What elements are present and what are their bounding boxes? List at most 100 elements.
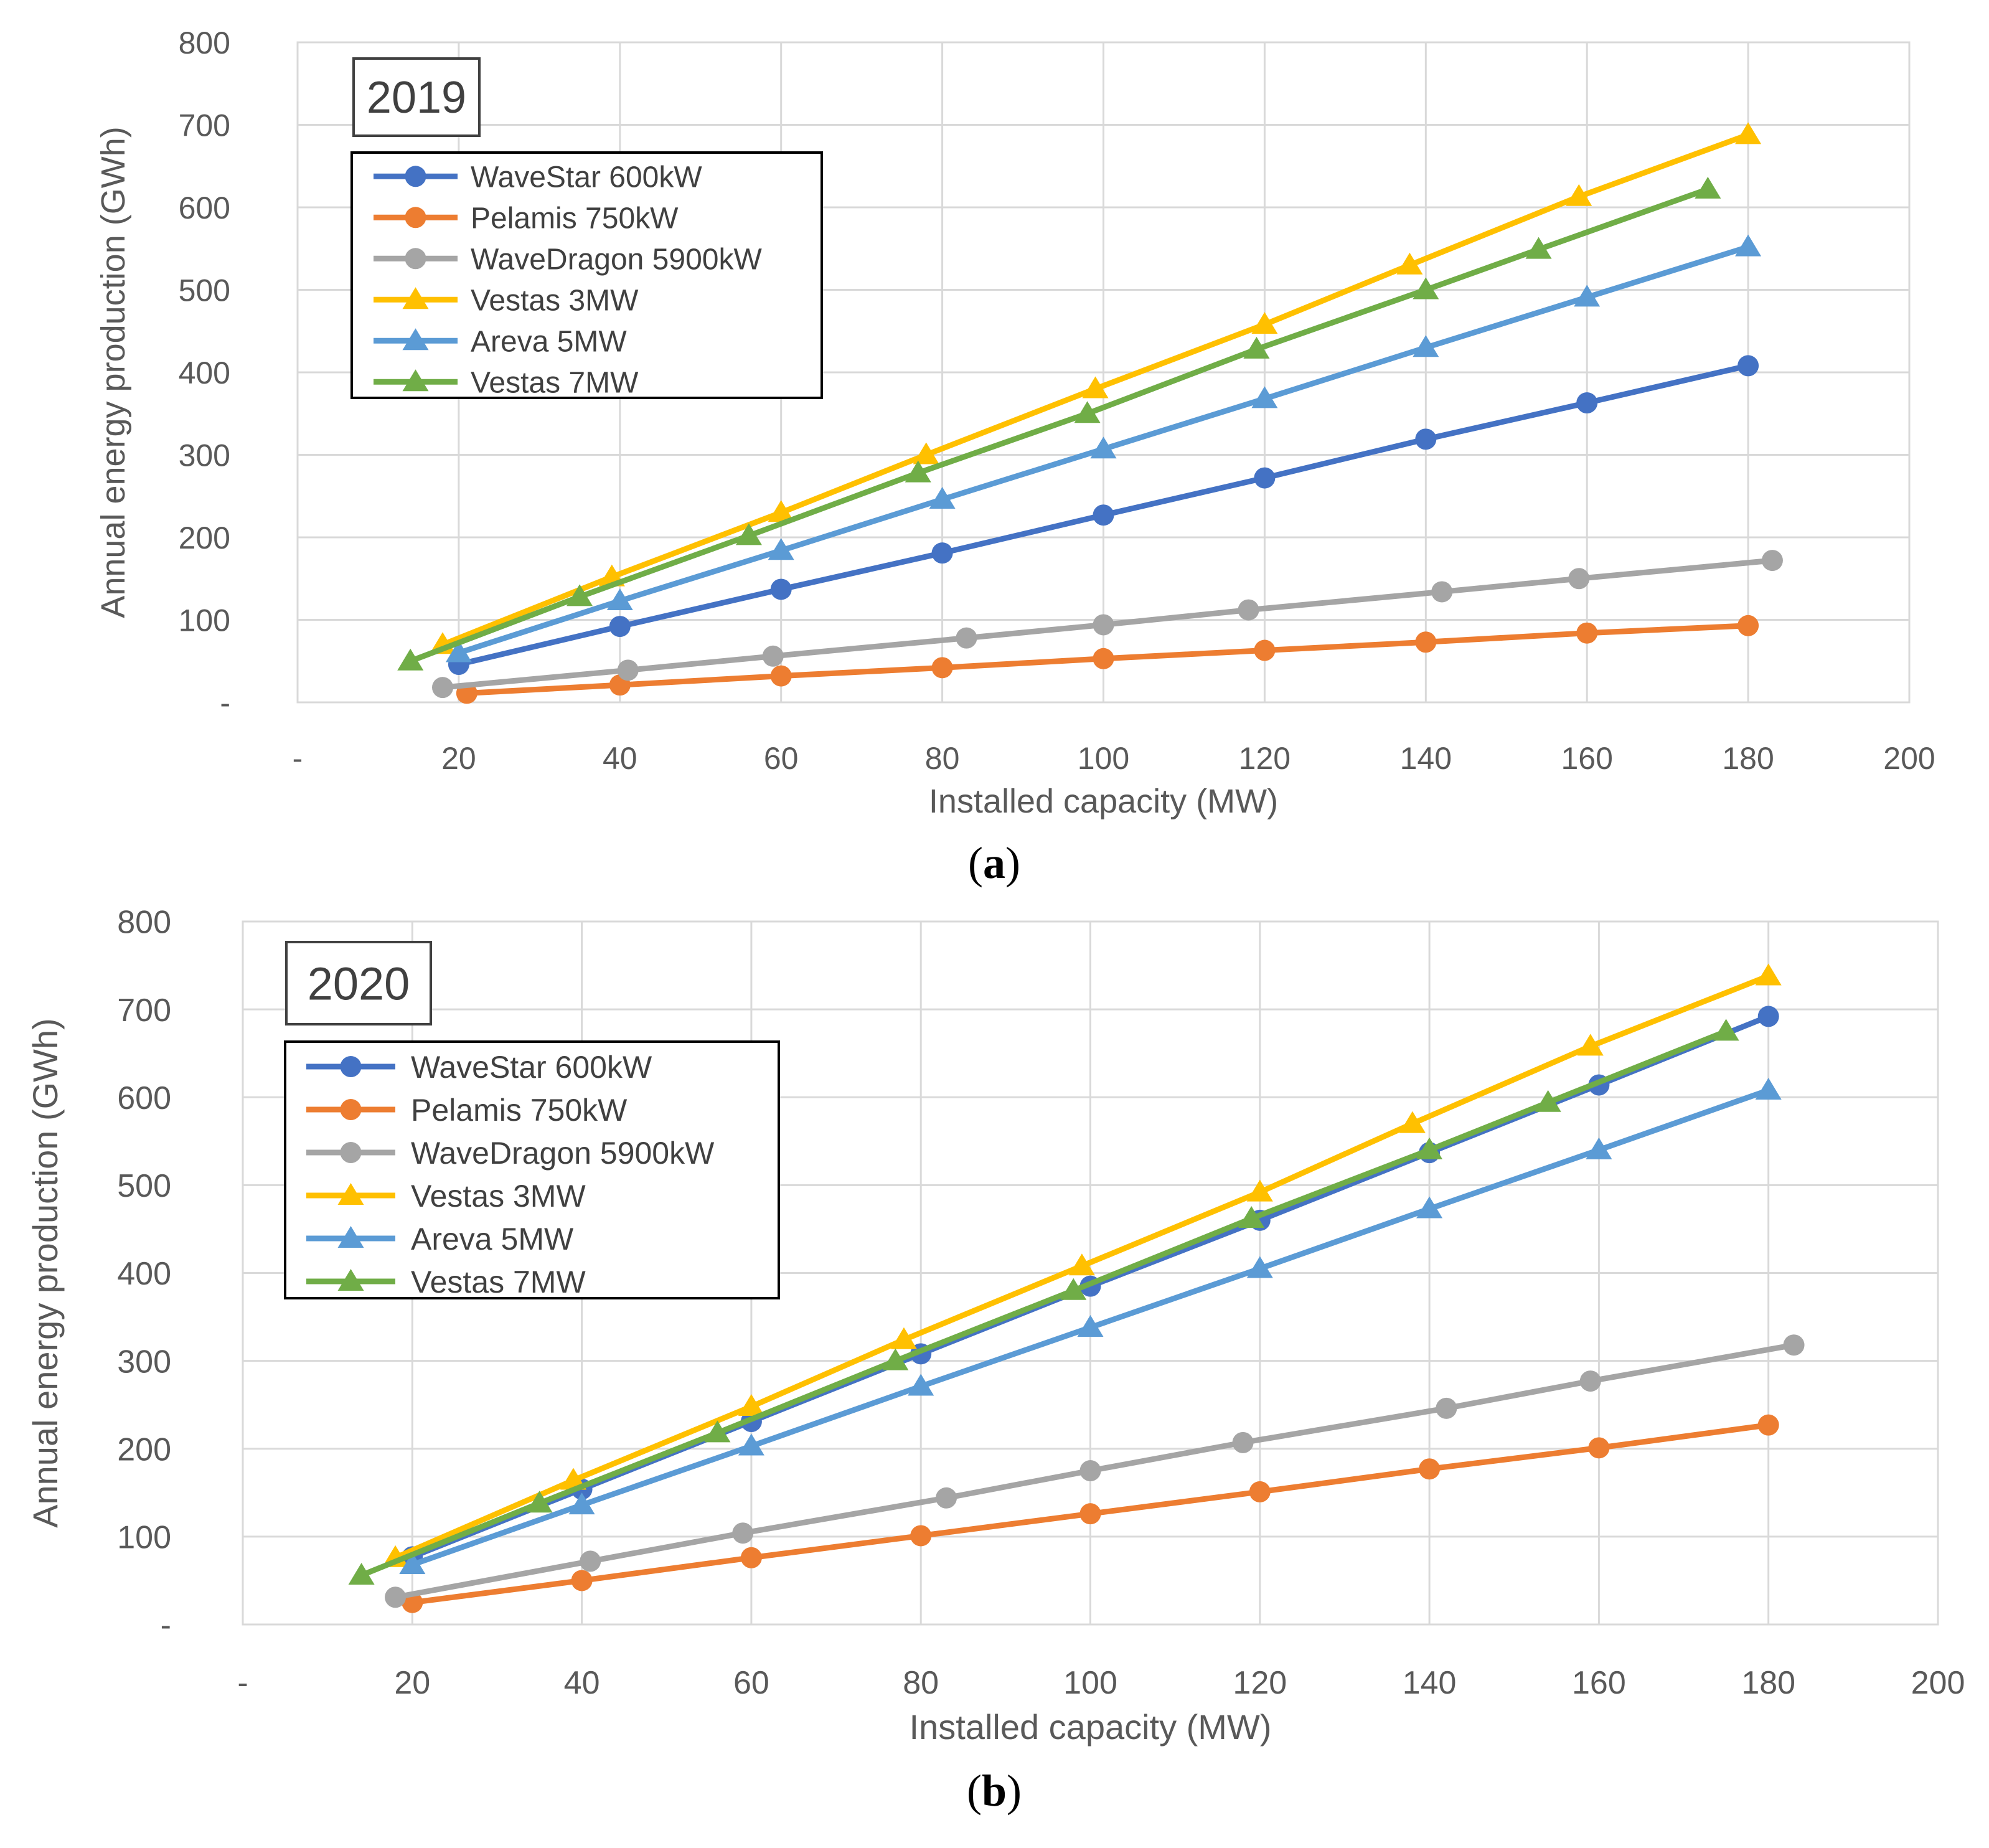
y-tick-label: 500 <box>179 273 230 308</box>
data-point <box>1535 1090 1561 1112</box>
legend-label: Vestas 3MW <box>411 1179 586 1214</box>
y-tick-label: 800 <box>117 905 171 941</box>
panel-caption: (b) <box>967 1766 1022 1816</box>
data-point <box>1413 277 1439 299</box>
data-point <box>1068 1253 1095 1276</box>
data-point <box>1525 237 1552 259</box>
y-tick-label: 600 <box>179 191 230 225</box>
data-point <box>1243 336 1270 359</box>
x-tick-label: - <box>293 741 303 776</box>
data-point <box>1588 1437 1610 1459</box>
data-point <box>397 648 424 671</box>
x-tick-label: 40 <box>564 1665 600 1701</box>
legend-label: WaveDragon 5900kW <box>411 1136 715 1171</box>
legend-label: WaveStar 600kW <box>471 161 702 194</box>
data-point <box>1251 386 1278 408</box>
chart-2019: - 20 40 60 80 100 120 140 160 180 200 - 100 200 300 400… <box>95 26 1935 888</box>
legend-marker <box>402 328 429 351</box>
legend-label: Vestas 3MW <box>471 285 639 318</box>
data-point <box>931 657 953 679</box>
data-point <box>1416 1196 1443 1219</box>
data-point <box>1251 312 1278 334</box>
legend-box <box>350 151 823 399</box>
data-point <box>1415 631 1437 653</box>
legend-item: WaveStar 600kW <box>306 1050 652 1085</box>
data-point <box>1093 614 1114 636</box>
series-WaveDragon 5900kW <box>385 1334 1805 1608</box>
chart-2020: - 20 40 60 80 100 120 140 160 180 200 - 100 200 300 400… <box>26 905 1965 1816</box>
legend-marker <box>340 1099 362 1121</box>
data-point <box>1074 401 1101 423</box>
data-point <box>1566 184 1592 206</box>
data-point <box>1735 234 1762 257</box>
legend: WaveStar 600kW Pelamis 750kW WaveDragon 59… <box>284 1040 780 1299</box>
data-point <box>768 538 794 560</box>
legend-marker <box>340 1056 362 1078</box>
x-tick-label: 140 <box>1400 741 1452 776</box>
data-point <box>1737 615 1759 636</box>
data-point <box>348 1562 375 1585</box>
data-point <box>1574 285 1601 307</box>
data-point <box>1436 1397 1457 1419</box>
legend-label: Pelamis 750kW <box>471 202 679 235</box>
data-point <box>1757 1414 1779 1436</box>
data-point <box>571 1570 593 1591</box>
data-point <box>1735 122 1762 144</box>
data-point <box>1695 176 1721 199</box>
data-point <box>770 665 792 687</box>
x-tick-label: 120 <box>1233 1665 1287 1701</box>
y-axis-label: Annual energy production (GWh) <box>95 126 132 618</box>
y-tick-label: 500 <box>117 1168 171 1204</box>
data-point <box>910 1525 932 1547</box>
data-point <box>526 1491 553 1513</box>
data-point <box>956 627 977 649</box>
legend-label: Vestas 7MW <box>411 1265 586 1299</box>
legend-item: Areva 5MW <box>306 1222 574 1256</box>
legend-marker <box>340 1142 362 1164</box>
data-point <box>929 487 956 509</box>
x-tick-label: 160 <box>1572 1665 1626 1701</box>
y-tick-label: 300 <box>179 438 230 473</box>
x-tick-label: 200 <box>1883 741 1935 776</box>
data-point <box>1755 1077 1782 1100</box>
y-tick-label: 100 <box>179 603 230 638</box>
data-point <box>762 645 784 667</box>
data-point <box>890 1327 917 1349</box>
y-tick-label: 400 <box>117 1256 171 1292</box>
y-tick-label: 700 <box>179 108 230 143</box>
data-point <box>1761 550 1783 572</box>
x-tick-label: 140 <box>1403 1665 1457 1701</box>
y-tick-label: - <box>220 686 230 720</box>
data-point <box>1419 1458 1441 1480</box>
chart-title: 2019 <box>367 73 466 123</box>
x-tick-label: 200 <box>1911 1665 1965 1701</box>
data-point <box>385 1586 407 1608</box>
data-point <box>567 584 593 606</box>
legend-label: Areva 5MW <box>411 1222 574 1256</box>
data-point <box>1399 1111 1426 1133</box>
data-point <box>1254 467 1276 489</box>
data-point <box>1431 581 1453 603</box>
legend: WaveStar 600kW Pelamis 750kW WaveDragon 59… <box>350 151 823 400</box>
data-point <box>1238 599 1259 621</box>
legend-item: Vestas 3MW <box>374 285 639 318</box>
x-tick-label: - <box>237 1665 248 1701</box>
legend-marker <box>337 1226 364 1248</box>
legend-label: Pelamis 750kW <box>411 1093 628 1128</box>
data-point <box>1415 428 1437 450</box>
legend-marker <box>402 287 429 309</box>
legend-item: Areva 5MW <box>374 326 627 359</box>
data-point <box>1249 1481 1271 1502</box>
series-Areva 5MW <box>399 1077 1782 1575</box>
data-point <box>1093 648 1114 669</box>
data-point <box>580 1550 601 1572</box>
x-tick-label: 180 <box>1741 1665 1795 1701</box>
legend-marker <box>337 1183 364 1205</box>
series-Vestas 7MW <box>348 1019 1739 1585</box>
x-tick-label: 120 <box>1239 741 1291 776</box>
data-point <box>1060 1278 1087 1300</box>
x-tick-label: 80 <box>925 741 960 776</box>
y-tick-label: 300 <box>117 1344 171 1380</box>
data-point <box>931 542 953 564</box>
